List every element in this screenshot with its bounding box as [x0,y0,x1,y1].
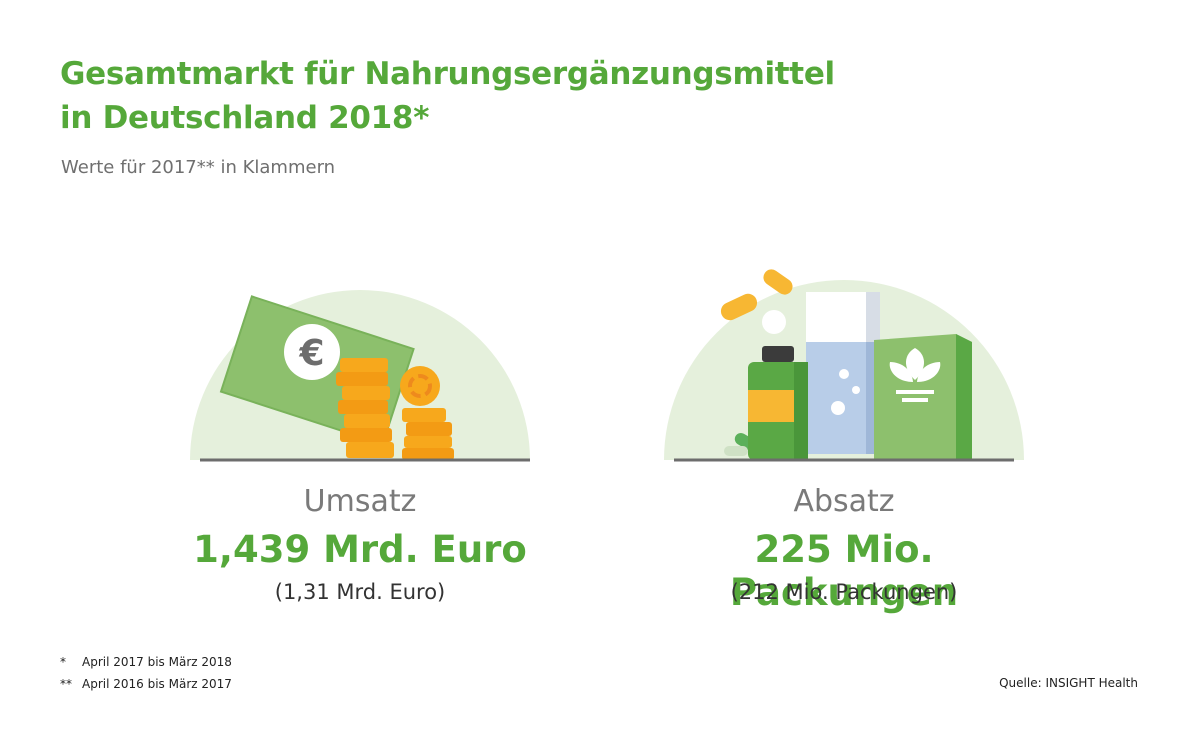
footnote-mark: ** [60,677,82,691]
metric-label: Absatz [634,484,1054,519]
metric-label: Umsatz [150,484,570,519]
tablet-icon [762,310,786,334]
supplement-box-icon [874,334,972,460]
page-title: Gesamtmarkt für Nahrungsergänzungsmittel… [60,52,960,140]
sales-panel: Absatz 225 Mio. Packungen (212 Mio. Pack… [634,230,1054,630]
footnote-mark: * [60,655,82,669]
coin-icon [400,366,440,406]
metric-previous-value: (1,31 Mrd. Euro) [150,580,570,604]
pill-icon [724,446,748,456]
footnote: * April 2017 bis März 2018 [60,655,232,669]
metric-value: 1,439 Mrd. Euro [150,528,570,571]
metric-previous-value: (212 Mio. Packungen) [634,580,1054,604]
euro-sign: € [298,333,324,374]
subtitle: Werte für 2017** in Klammern [61,157,335,178]
water-glass-icon [806,292,880,454]
pill-bottle-icon [748,346,808,460]
footnote: ** April 2016 bis März 2017 [60,677,232,691]
revenue-panel: € Umsatz 1,439 Mrd. Euro (1,31 Mrd. Euro… [150,230,570,630]
title-line-1: Gesamtmarkt für Nahrungsergänzungsmittel [60,52,960,96]
footnote-text: April 2017 bis März 2018 [82,655,232,669]
money-icon: € [150,230,570,470]
title-line-2: in Deutschland 2018* [60,96,960,140]
supplements-icon [634,230,1054,470]
source-note: Quelle: INSIGHT Health [999,676,1138,690]
footnote-text: April 2016 bis März 2017 [82,677,232,691]
